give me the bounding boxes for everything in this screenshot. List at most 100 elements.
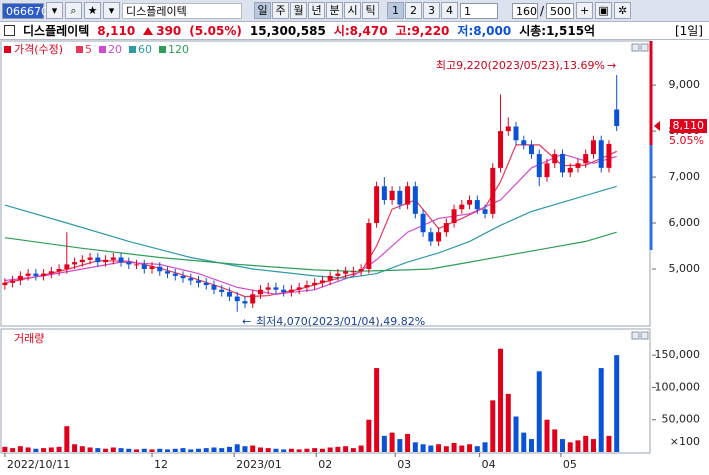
candle-body [459,204,465,210]
candle-body [567,167,573,173]
candle-body [304,285,310,288]
add-icon[interactable]: + [576,2,594,19]
volume-bar [87,447,93,452]
low-note: 최저4,070(2023/01/04),49.82% [256,315,425,328]
dropdown[interactable]: ▾ [46,2,63,19]
candle-body [412,186,418,214]
volume-bar [33,448,39,452]
volume-bar [126,448,132,452]
volume-bar [343,446,349,452]
candle-body [110,257,116,260]
volume-bar [195,448,201,452]
candle-body [149,266,155,269]
candle-body [273,287,279,290]
volume-bar [614,355,620,452]
candle-body [195,280,201,283]
candle-body [33,273,39,276]
menu-icon[interactable]: ▾ [103,2,120,19]
candle-body [397,190,403,205]
volume-bar [428,445,434,452]
panel-button[interactable] [631,331,640,340]
checkbox[interactable] [4,25,15,36]
volume-bar [48,447,54,452]
y-tick-label: 9,000 [669,78,701,91]
candle-body [79,259,85,263]
period-button[interactable]: 시 [344,2,361,19]
interval-input[interactable]: 1 [460,2,498,19]
legend-swatch [159,46,166,53]
info-high: 고:9,220 [395,24,450,38]
period-button[interactable]: 주 [272,2,289,19]
period-button[interactable]: 2 [405,2,422,19]
count-input[interactable]: 160 [512,2,538,19]
candle-body [211,285,217,290]
volume-bar [10,448,16,452]
candle-body [281,289,287,292]
period-button[interactable]: 틱 [362,2,379,19]
candle-body [505,126,511,132]
legend-label: 20 [108,43,122,56]
period-button[interactable]: 월 [290,2,307,19]
volume-bar [134,449,140,452]
total-input[interactable]: 500 [546,2,575,19]
legend-swatch [4,46,11,53]
candle-body [56,269,62,272]
volume-bar [110,447,116,452]
candle-body [87,257,93,260]
candle-body [529,144,535,155]
panel-button[interactable] [640,331,649,340]
y-tick-label: 100,000 [655,380,701,393]
period-button[interactable]: 일 [254,2,271,19]
candle-body [327,275,333,281]
star-icon[interactable]: ★ [84,2,101,19]
last-marker [654,121,660,132]
info-period[interactable]: [1일] [674,24,703,38]
volume-bar [490,400,496,452]
period-button[interactable]: 3 [423,2,440,19]
volume-unit: ×100 [670,435,700,448]
search-icon[interactable]: ⌕ [65,2,82,19]
info-cap: 시총:1,515억 [519,24,596,38]
candle-body [420,213,426,233]
candle-body [552,154,558,164]
candle-body [48,271,54,274]
volume-bar [64,426,70,452]
candle-body [2,282,8,286]
volume-bar [211,447,217,452]
candle-body [312,282,318,286]
candle-body [203,282,209,286]
volume-bar [312,448,318,452]
candle-body [536,154,542,178]
volume-bar [505,393,511,452]
save-icon[interactable]: ▣ [595,2,613,19]
period-button[interactable]: 년 [308,2,325,19]
volume-bar [482,442,488,452]
candle-body [234,296,240,302]
candle-body [296,287,302,290]
volume-bar [242,446,248,452]
volume-bar [157,448,163,452]
candle-body [366,223,372,269]
period-button[interactable]: 1 [387,2,404,19]
legend-swatch [76,46,83,53]
legend-label: 60 [138,43,152,56]
volume-bar [79,446,85,452]
candle-body [451,209,457,224]
panel-button[interactable] [631,43,640,52]
volume-bar [420,444,426,452]
candle-body [335,273,341,276]
candle-body [428,232,434,242]
volume-bar [165,449,171,452]
settings-icon[interactable]: ✲ [614,2,632,19]
period-button[interactable]: 4 [441,2,458,19]
period-button[interactable]: 분 [326,2,343,19]
volume-bar [358,445,364,452]
x-tick-label: 2023/01 [236,458,282,471]
panel-button[interactable] [640,43,649,52]
candle-body [134,264,140,266]
candle-body [521,140,527,145]
up-arrow [143,26,154,35]
volume-bar [521,432,527,452]
code-input[interactable]: 066670 [2,2,48,19]
candle-body [358,269,364,272]
